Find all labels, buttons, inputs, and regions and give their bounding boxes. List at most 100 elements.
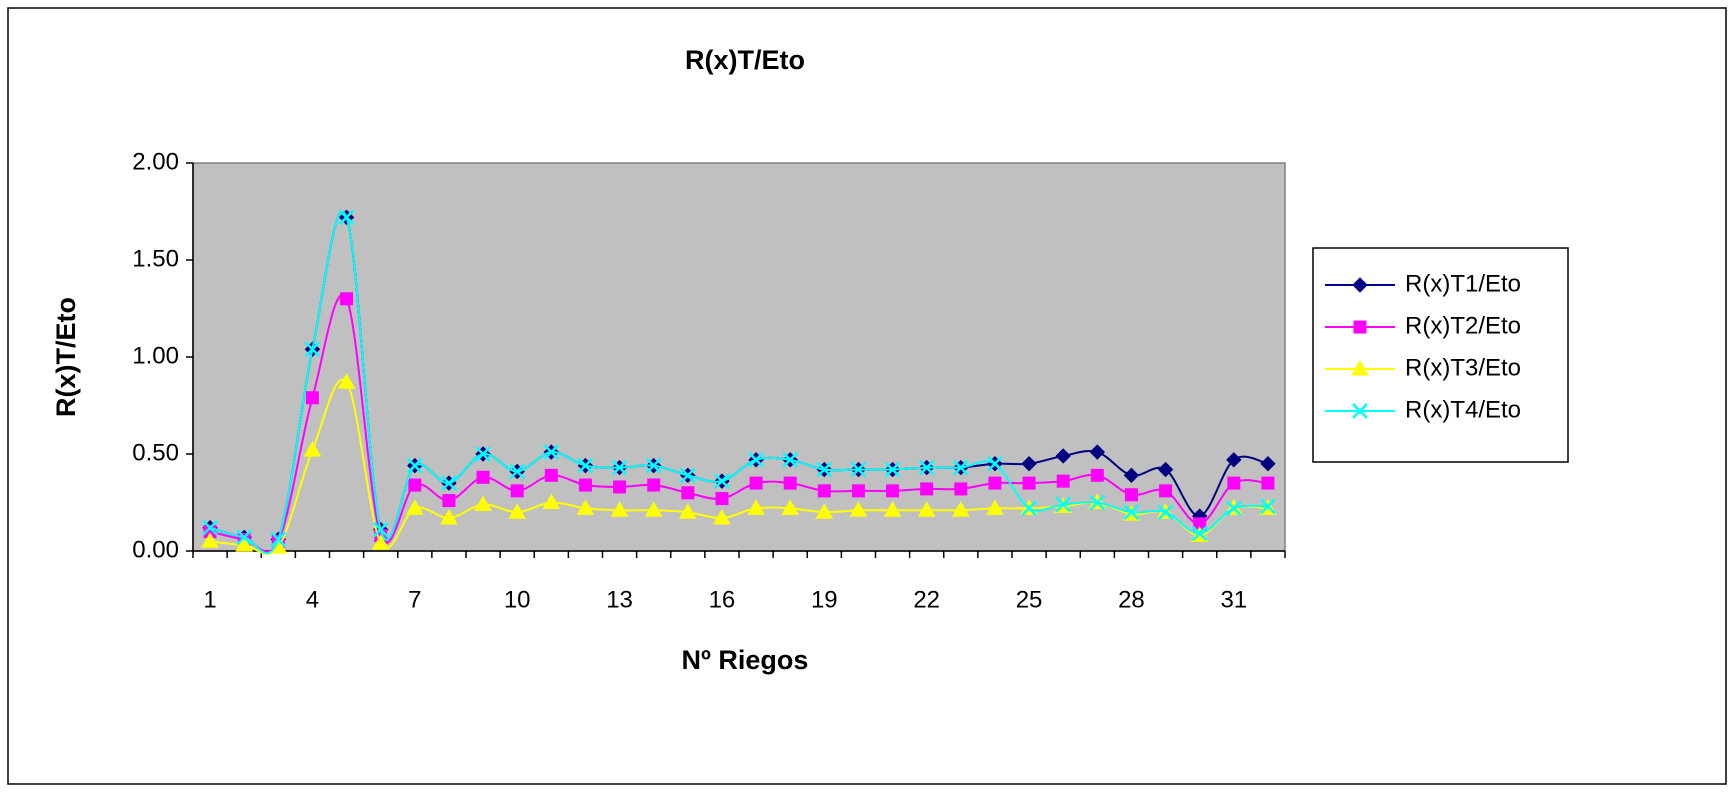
marker xyxy=(1227,476,1241,490)
marker xyxy=(474,495,492,511)
marker xyxy=(441,475,457,491)
x-tick-label: 13 xyxy=(606,586,633,613)
marker xyxy=(713,509,731,525)
marker xyxy=(884,461,901,478)
marker xyxy=(1157,461,1174,478)
marker xyxy=(1225,500,1242,517)
marker xyxy=(849,501,868,517)
marker xyxy=(408,478,422,492)
marker xyxy=(576,499,595,515)
marker xyxy=(1089,444,1106,460)
x-tick-label: 4 xyxy=(306,586,319,613)
marker xyxy=(1260,455,1276,472)
marker xyxy=(1022,476,1036,490)
marker xyxy=(338,209,355,226)
marker xyxy=(1090,468,1104,482)
marker xyxy=(714,473,730,490)
marker xyxy=(747,499,765,515)
marker xyxy=(952,459,969,476)
marker xyxy=(647,478,661,492)
marker xyxy=(305,391,319,405)
marker xyxy=(508,503,527,519)
marker xyxy=(337,373,356,389)
marker xyxy=(371,534,390,550)
marker xyxy=(476,470,490,484)
legend-marker xyxy=(1352,403,1368,419)
marker xyxy=(406,457,423,474)
marker xyxy=(1123,467,1140,484)
marker xyxy=(1124,488,1138,502)
x-tick-label: 7 xyxy=(408,586,421,613)
marker xyxy=(1261,476,1275,490)
marker xyxy=(1226,452,1242,468)
marker xyxy=(1055,448,1071,464)
marker xyxy=(236,529,253,546)
legend-marker xyxy=(1353,320,1367,334)
marker xyxy=(681,486,695,500)
marker xyxy=(201,532,219,548)
marker xyxy=(578,478,592,492)
marker xyxy=(644,501,663,517)
marker xyxy=(850,461,867,478)
marker xyxy=(542,493,561,509)
x-tick-label: 10 xyxy=(504,586,531,613)
x-tick-label: 31 xyxy=(1220,586,1247,613)
marker xyxy=(917,501,936,517)
x-tick-label: 28 xyxy=(1118,586,1145,613)
marker xyxy=(886,484,900,498)
series-line xyxy=(209,294,1269,553)
y-axis-label: R(x)T/Eto xyxy=(51,297,81,417)
marker xyxy=(340,292,354,306)
marker xyxy=(510,484,524,498)
legend-label: R(x)T1/Eto xyxy=(1405,270,1521,297)
x-tick-label: 1 xyxy=(203,586,216,613)
marker xyxy=(645,457,662,474)
marker xyxy=(1159,484,1173,498)
marker xyxy=(883,501,902,517)
marker xyxy=(613,480,627,494)
marker xyxy=(303,441,322,457)
marker xyxy=(1157,504,1174,521)
marker xyxy=(783,476,797,490)
marker xyxy=(920,482,934,496)
y-tick-label: 0.50 xyxy=(132,439,179,466)
marker xyxy=(679,467,696,484)
y-tick-label: 1.00 xyxy=(132,342,179,369)
marker xyxy=(678,503,697,519)
y-tick-label: 1.50 xyxy=(132,245,179,272)
marker xyxy=(442,494,456,508)
marker xyxy=(611,459,628,476)
legend-label: R(x)T2/Eto xyxy=(1405,312,1521,339)
marker xyxy=(544,468,558,482)
marker xyxy=(475,446,491,462)
marker xyxy=(988,476,1002,490)
marker xyxy=(1021,500,1037,517)
marker xyxy=(986,499,1004,515)
marker xyxy=(987,455,1003,472)
marker xyxy=(543,444,560,460)
marker xyxy=(782,451,799,468)
marker xyxy=(715,492,729,506)
legend-marker xyxy=(1351,359,1369,376)
legend-label: R(x)T3/Eto xyxy=(1405,354,1521,381)
marker xyxy=(1055,496,1072,513)
marker xyxy=(405,499,424,515)
legend-label: R(x)T4/Eto xyxy=(1405,396,1521,423)
marker xyxy=(440,509,458,525)
marker xyxy=(372,521,389,538)
marker xyxy=(1056,474,1070,488)
marker xyxy=(817,484,831,498)
marker xyxy=(1089,494,1106,511)
x-axis-label: Nº Riegos xyxy=(682,645,809,675)
marker xyxy=(815,503,834,519)
marker xyxy=(235,536,254,552)
marker xyxy=(1123,504,1140,521)
marker xyxy=(1021,455,1037,472)
marker xyxy=(610,501,629,517)
y-tick-label: 2.00 xyxy=(132,148,179,175)
marker xyxy=(851,484,865,498)
chart-title: R(x)T/Eto xyxy=(685,45,805,75)
marker xyxy=(509,463,526,480)
marker xyxy=(1191,525,1208,542)
